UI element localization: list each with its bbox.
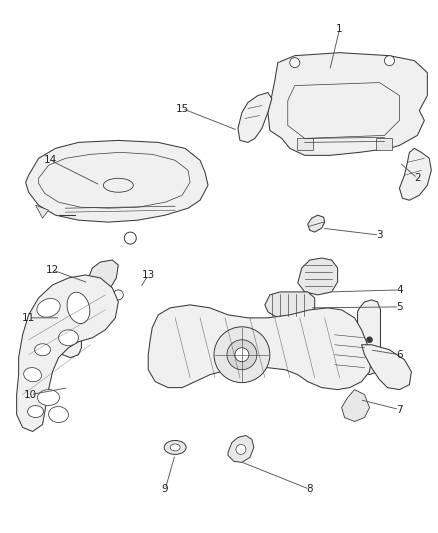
Polygon shape [238, 93, 272, 142]
Ellipse shape [49, 407, 68, 423]
Ellipse shape [38, 390, 60, 406]
Polygon shape [297, 139, 313, 150]
Ellipse shape [35, 344, 50, 356]
Text: 13: 13 [141, 270, 155, 280]
Ellipse shape [24, 368, 42, 382]
Polygon shape [308, 215, 325, 232]
Circle shape [214, 327, 270, 383]
Text: 15: 15 [176, 103, 189, 114]
Circle shape [113, 290, 124, 300]
Polygon shape [228, 435, 254, 462]
Circle shape [367, 337, 372, 343]
Text: 12: 12 [46, 265, 59, 275]
Polygon shape [35, 205, 49, 218]
Polygon shape [268, 53, 427, 155]
Circle shape [227, 340, 257, 370]
Text: 9: 9 [162, 484, 169, 494]
Text: 6: 6 [396, 350, 403, 360]
Polygon shape [265, 292, 314, 318]
Circle shape [236, 445, 246, 455]
Polygon shape [25, 140, 208, 222]
Text: 4: 4 [396, 285, 403, 295]
Ellipse shape [164, 440, 186, 455]
Text: 10: 10 [24, 390, 37, 400]
Ellipse shape [59, 330, 78, 346]
Text: 5: 5 [396, 302, 403, 312]
Polygon shape [361, 345, 411, 390]
Text: 11: 11 [22, 313, 35, 323]
Text: 3: 3 [376, 230, 383, 240]
Circle shape [235, 348, 249, 362]
Polygon shape [88, 260, 118, 290]
Polygon shape [357, 300, 381, 375]
Circle shape [290, 58, 300, 68]
Circle shape [385, 55, 395, 66]
Ellipse shape [37, 298, 60, 317]
Text: 8: 8 [307, 484, 313, 494]
Polygon shape [399, 148, 431, 200]
Polygon shape [342, 390, 370, 422]
Polygon shape [298, 258, 338, 295]
Polygon shape [17, 275, 118, 432]
Text: 14: 14 [44, 155, 57, 165]
Ellipse shape [28, 406, 43, 417]
Text: 1: 1 [336, 24, 343, 34]
Polygon shape [377, 139, 392, 150]
Text: 7: 7 [396, 405, 403, 415]
Ellipse shape [67, 292, 90, 324]
Polygon shape [59, 282, 81, 358]
Circle shape [124, 232, 136, 244]
Circle shape [67, 319, 74, 325]
Ellipse shape [170, 444, 180, 451]
Text: 2: 2 [414, 173, 420, 183]
Polygon shape [148, 305, 371, 390]
